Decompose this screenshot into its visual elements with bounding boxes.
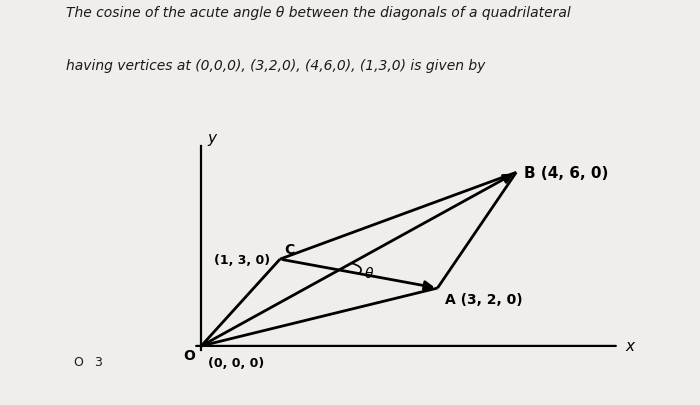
Text: having vertices at (0,0,0), (3,2,0), (4,6,0), (1,3,0) is given by: having vertices at (0,0,0), (3,2,0), (4,… [66,59,486,72]
Text: A (3, 2, 0): A (3, 2, 0) [445,293,523,307]
Text: The cosine of the acute angle θ between the diagonals of a quadrilateral: The cosine of the acute angle θ between … [66,6,571,20]
Text: (1, 3, 0): (1, 3, 0) [214,253,270,266]
Text: 3: 3 [94,356,102,369]
Text: O: O [74,356,83,369]
Text: O: O [183,348,195,362]
Text: (0, 0, 0): (0, 0, 0) [208,356,264,369]
Text: C: C [284,242,294,256]
Text: θ: θ [364,266,373,280]
Text: B (4, 6, 0): B (4, 6, 0) [524,165,608,180]
Text: y: y [208,130,216,145]
Text: x: x [625,339,634,354]
